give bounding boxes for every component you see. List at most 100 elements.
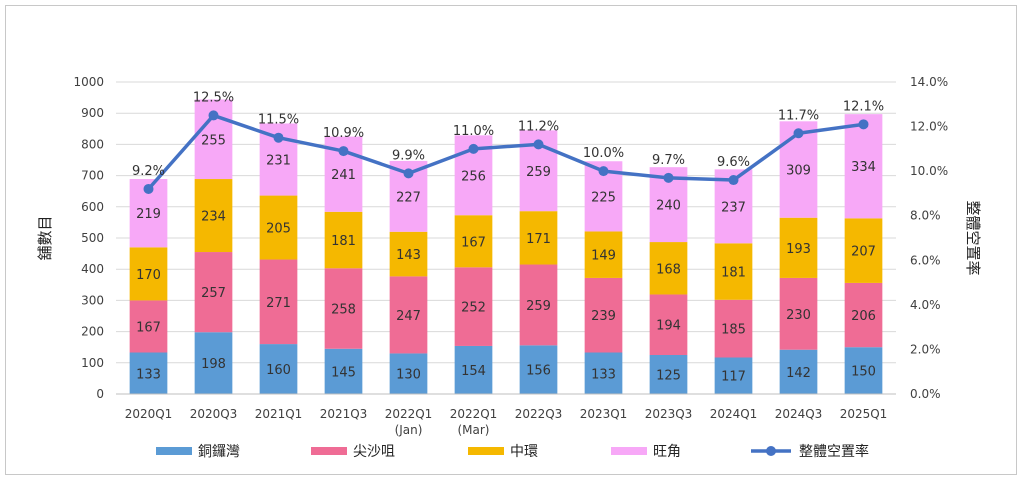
vacancy-value-label: 9.9% xyxy=(392,148,425,163)
bar-segment xyxy=(844,114,883,219)
axes: 0 100 200 300 400 500 600 700 800 900 1000 0.0% 2.0%… xyxy=(36,75,982,437)
x-tick-label: 2024Q1 xyxy=(710,407,758,421)
bar-segment xyxy=(389,231,428,277)
y2-tick-label: 12.0% xyxy=(910,120,948,134)
y-tick-label: 200 xyxy=(81,325,104,339)
vacancy-point xyxy=(208,110,219,121)
vacancy-point xyxy=(858,119,869,130)
bar-value-label: 231 xyxy=(266,154,291,169)
bar-segment xyxy=(194,332,233,394)
bar-segment xyxy=(779,277,818,350)
bar-value-label: 225 xyxy=(591,190,616,205)
vacancy-value-label: 11.7% xyxy=(778,108,819,123)
vacancy-value-label: 9.7% xyxy=(652,153,685,168)
bar-segment xyxy=(454,215,493,268)
bar-segment xyxy=(844,218,883,283)
x-tick-label: (Jan) xyxy=(395,423,423,437)
bar-value-label: 205 xyxy=(266,222,291,237)
bar-segment xyxy=(259,195,298,260)
legend: 銅鑼灣 尖沙咀 中環 旺角 整體空置率 xyxy=(156,443,869,460)
y-tick-label: 900 xyxy=(81,106,104,120)
y-axis-title: 舖數目 xyxy=(36,215,54,260)
bar-value-label: 181 xyxy=(721,266,746,281)
bar-value-label: 154 xyxy=(461,364,486,379)
bar-value-label: 194 xyxy=(656,319,681,334)
x-tick-label: 2022Q3 xyxy=(515,407,563,421)
bar-value-label: 255 xyxy=(201,133,226,148)
bar-segment xyxy=(259,344,298,394)
bar-value-label: 167 xyxy=(461,235,486,250)
y-tick-label: 0 xyxy=(96,387,104,401)
vacancy-point xyxy=(403,168,414,179)
bar-segment xyxy=(649,242,688,295)
bar-segment xyxy=(324,211,363,269)
bar-value-label: 125 xyxy=(656,369,681,384)
y2-tick-label: 2.0% xyxy=(910,342,941,356)
legend-label: 整體空置率 xyxy=(799,443,869,460)
y-tick-label: 100 xyxy=(81,356,104,370)
bar-value-label: 133 xyxy=(591,367,616,382)
bar-segment xyxy=(844,282,883,348)
legend-swatch xyxy=(311,447,347,455)
stacked-bar-line-chart: 133 167 170 219 198 257 234 255 160 271 205 231 145 2… xyxy=(36,75,982,460)
y-tick-label: 700 xyxy=(81,169,104,183)
bar-value-label: 259 xyxy=(526,299,551,314)
y-tick-label: 600 xyxy=(81,200,104,214)
bar-segment xyxy=(129,352,168,394)
vacancy-point xyxy=(793,128,804,139)
bar-segment xyxy=(129,300,168,353)
bar-value-label: 185 xyxy=(721,323,746,338)
bar-value-label: 150 xyxy=(851,365,876,380)
vacancy-point xyxy=(143,183,154,194)
bar-value-label: 259 xyxy=(526,165,551,180)
bar-segment xyxy=(714,243,753,300)
bar-segment xyxy=(324,268,363,349)
y2-tick-label: 0.0% xyxy=(910,387,941,401)
vacancy-point xyxy=(598,166,609,177)
legend-label: 旺角 xyxy=(653,444,681,460)
x-tick-label: 2021Q1 xyxy=(255,407,303,421)
bar-value-label: 168 xyxy=(656,262,681,277)
vacancy-value-label: 11.0% xyxy=(453,124,494,139)
bar-value-label: 160 xyxy=(266,363,291,378)
bar-segment xyxy=(454,267,493,346)
vacancy-value-label: 10.9% xyxy=(323,126,364,141)
x-tick-label: 2022Q1 xyxy=(450,407,498,421)
bar-value-label: 257 xyxy=(201,286,226,301)
x-tick-label: 2020Q1 xyxy=(125,407,173,421)
bar-value-label: 167 xyxy=(136,320,161,335)
bar-value-label: 234 xyxy=(201,210,226,225)
legend-label: 銅鑼灣 xyxy=(198,444,240,460)
legend-swatch xyxy=(156,447,192,455)
bar-value-label: 334 xyxy=(851,160,876,175)
vacancy-value-label: 11.5% xyxy=(258,113,299,128)
bar-segment xyxy=(714,299,753,358)
gridlines xyxy=(116,81,896,395)
bar-segment xyxy=(389,353,428,394)
bar-segment xyxy=(519,264,558,346)
vacancy-point xyxy=(468,143,479,154)
bar-segment xyxy=(324,348,363,394)
bar-value-label: 241 xyxy=(331,168,356,183)
bar-value-label: 258 xyxy=(331,303,356,318)
bar-value-label: 133 xyxy=(136,367,161,382)
legend-swatch xyxy=(611,447,647,455)
vacancy-line xyxy=(147,113,864,191)
y2-tick-label: 6.0% xyxy=(910,253,941,267)
bar-value-label: 130 xyxy=(396,368,421,383)
vacancy-value-label: 9.2% xyxy=(132,164,165,179)
bar-value-labels: 133 167 170 219 198 257 234 255 160 271 205 231 145 2… xyxy=(136,133,876,384)
bar-segment xyxy=(779,217,818,278)
x-tick-label: 2024Q3 xyxy=(775,407,823,421)
bar-segment xyxy=(389,276,428,354)
vacancy-point xyxy=(533,139,544,150)
bar-value-label: 207 xyxy=(851,245,876,260)
vacancy-point xyxy=(663,172,674,183)
bar-series xyxy=(129,99,883,394)
y2-tick-label: 10.0% xyxy=(910,164,948,178)
bar-value-label: 206 xyxy=(851,309,876,324)
y2-tick-label: 8.0% xyxy=(910,209,941,223)
x-tick-label: (Mar) xyxy=(457,423,489,437)
x-tick-label: 2020Q3 xyxy=(190,407,238,421)
y-tick-label: 1000 xyxy=(73,75,104,89)
